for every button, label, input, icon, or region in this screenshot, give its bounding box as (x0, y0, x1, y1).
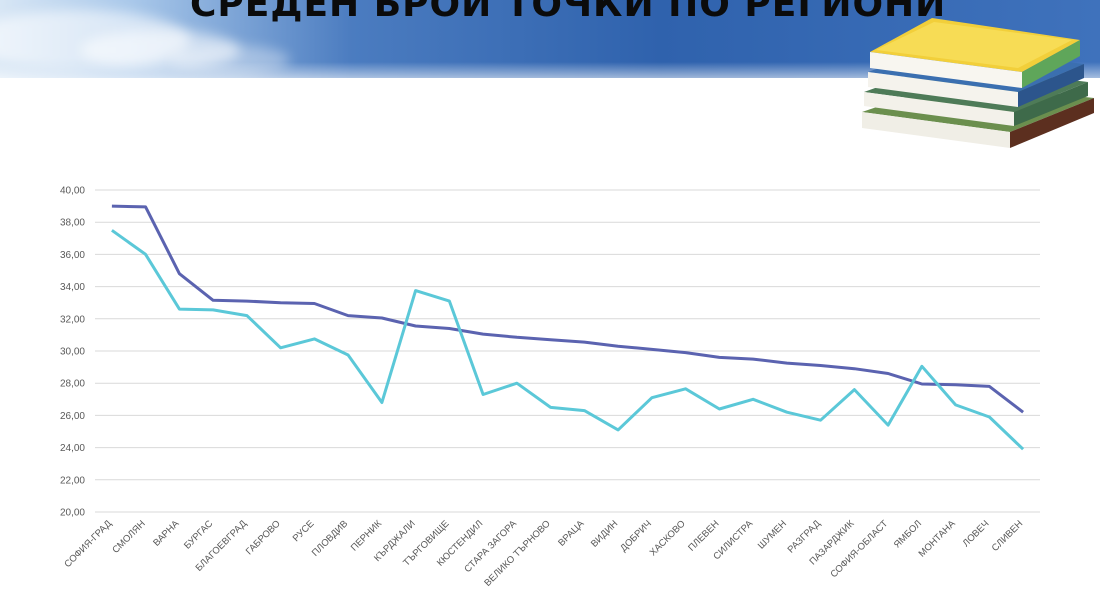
x-tick-label: МОНТАНА (917, 518, 959, 560)
x-tick-label: ЯМБОЛ (892, 518, 924, 550)
x-tick-label: ВАРНА (151, 518, 182, 549)
x-tick-label: РУСЕ (291, 518, 317, 544)
x-tick-label: ПЛОВДИВ (310, 518, 350, 558)
slide-title: СРЕДЕН БРОЙ ТОЧКИ ПО РЕГИОНИ (190, 0, 947, 25)
y-tick-label: 30,00 (60, 347, 85, 358)
x-tick-label: СОФИЯ-ОБЛАСТ (828, 518, 890, 580)
x-tick-label: СМОЛЯН (110, 518, 148, 556)
y-tick-label: 28,00 (60, 379, 85, 390)
y-tick-label: 22,00 (60, 475, 85, 486)
y-tick-label: 36,00 (60, 250, 85, 261)
series-line-2 (111, 229, 1025, 451)
y-tick-label: 20,00 (60, 508, 85, 519)
gridlines (95, 189, 1040, 513)
y-tick-label: 26,00 (60, 411, 85, 422)
x-tick-label: ВИДИН (589, 518, 620, 549)
y-tick-label: 34,00 (60, 282, 85, 293)
x-tick-label: ЛОВЕЧ (961, 518, 992, 549)
series-lines (111, 204, 1025, 451)
y-axis-ticks: 20,00 22,00 24,00 26,00 28,00 30,00 32,00 34,00… (60, 186, 85, 519)
y-tick-label: 24,00 (60, 443, 85, 454)
x-tick-label: СОФИЯ-ГРАД (62, 518, 114, 570)
x-tick-label: ХАСКОВО (648, 518, 688, 558)
x-tick-label: БУРГАС (182, 518, 215, 551)
x-tick-label: ВЕЛИКО ТЪРНОВО (482, 518, 552, 588)
x-tick-label: СЛИВЕН (990, 518, 1026, 554)
y-tick-label: 38,00 (60, 218, 85, 229)
stack-of-books-icon (862, 18, 1094, 148)
y-tick-label: 40,00 (60, 186, 85, 197)
x-tick-label: ГАБРОВО (244, 518, 283, 557)
series-line-1 (111, 204, 1025, 414)
y-tick-label: 32,00 (60, 314, 85, 325)
x-tick-label: ВРАЦА (556, 518, 587, 549)
x-tick-label: ШУМЕН (756, 518, 789, 551)
